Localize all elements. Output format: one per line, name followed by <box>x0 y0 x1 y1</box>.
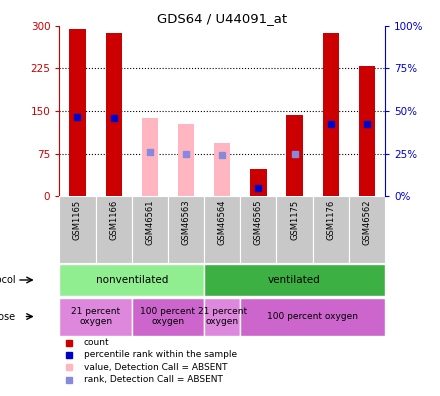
Text: GSM46564: GSM46564 <box>218 200 227 245</box>
Text: count: count <box>84 338 110 347</box>
Bar <box>59 264 204 296</box>
Bar <box>204 264 385 296</box>
Text: GSM1176: GSM1176 <box>326 200 335 240</box>
Text: 21 percent
oxygen: 21 percent oxygen <box>71 307 120 326</box>
Text: rank, Detection Call = ABSENT: rank, Detection Call = ABSENT <box>84 375 223 384</box>
Text: GSM1166: GSM1166 <box>109 200 118 240</box>
Bar <box>359 65 375 196</box>
Bar <box>168 196 204 263</box>
Bar <box>240 196 276 263</box>
Bar <box>132 297 204 335</box>
Text: nonventilated: nonventilated <box>95 275 168 285</box>
Bar <box>250 169 267 196</box>
Bar <box>313 196 349 263</box>
Bar <box>95 196 132 263</box>
Bar <box>349 196 385 263</box>
Text: GSM46562: GSM46562 <box>363 200 371 245</box>
Text: 100 percent oxygen: 100 percent oxygen <box>267 312 358 321</box>
Bar <box>132 196 168 263</box>
Text: 21 percent
oxygen: 21 percent oxygen <box>198 307 247 326</box>
Bar <box>59 196 95 263</box>
Bar <box>276 196 313 263</box>
Text: value, Detection Call = ABSENT: value, Detection Call = ABSENT <box>84 363 227 372</box>
Text: dose: dose <box>0 312 15 322</box>
Text: percentile rank within the sample: percentile rank within the sample <box>84 350 237 360</box>
Bar <box>204 297 240 335</box>
Bar <box>70 29 86 196</box>
Text: GSM46561: GSM46561 <box>145 200 154 245</box>
Bar <box>59 297 132 335</box>
Text: protocol: protocol <box>0 275 15 285</box>
Text: GSM1165: GSM1165 <box>73 200 82 240</box>
Text: GSM46565: GSM46565 <box>254 200 263 245</box>
Text: GSM46563: GSM46563 <box>182 200 191 245</box>
Title: GDS64 / U44091_at: GDS64 / U44091_at <box>157 11 287 25</box>
Bar <box>214 143 231 196</box>
Text: 100 percent
oxygen: 100 percent oxygen <box>140 307 195 326</box>
Bar <box>323 33 339 196</box>
Bar <box>106 32 122 196</box>
Bar <box>178 124 194 196</box>
Bar <box>204 196 240 263</box>
Bar <box>286 115 303 196</box>
Bar <box>142 118 158 196</box>
Text: ventilated: ventilated <box>268 275 321 285</box>
Bar <box>240 297 385 335</box>
Text: GSM1175: GSM1175 <box>290 200 299 240</box>
